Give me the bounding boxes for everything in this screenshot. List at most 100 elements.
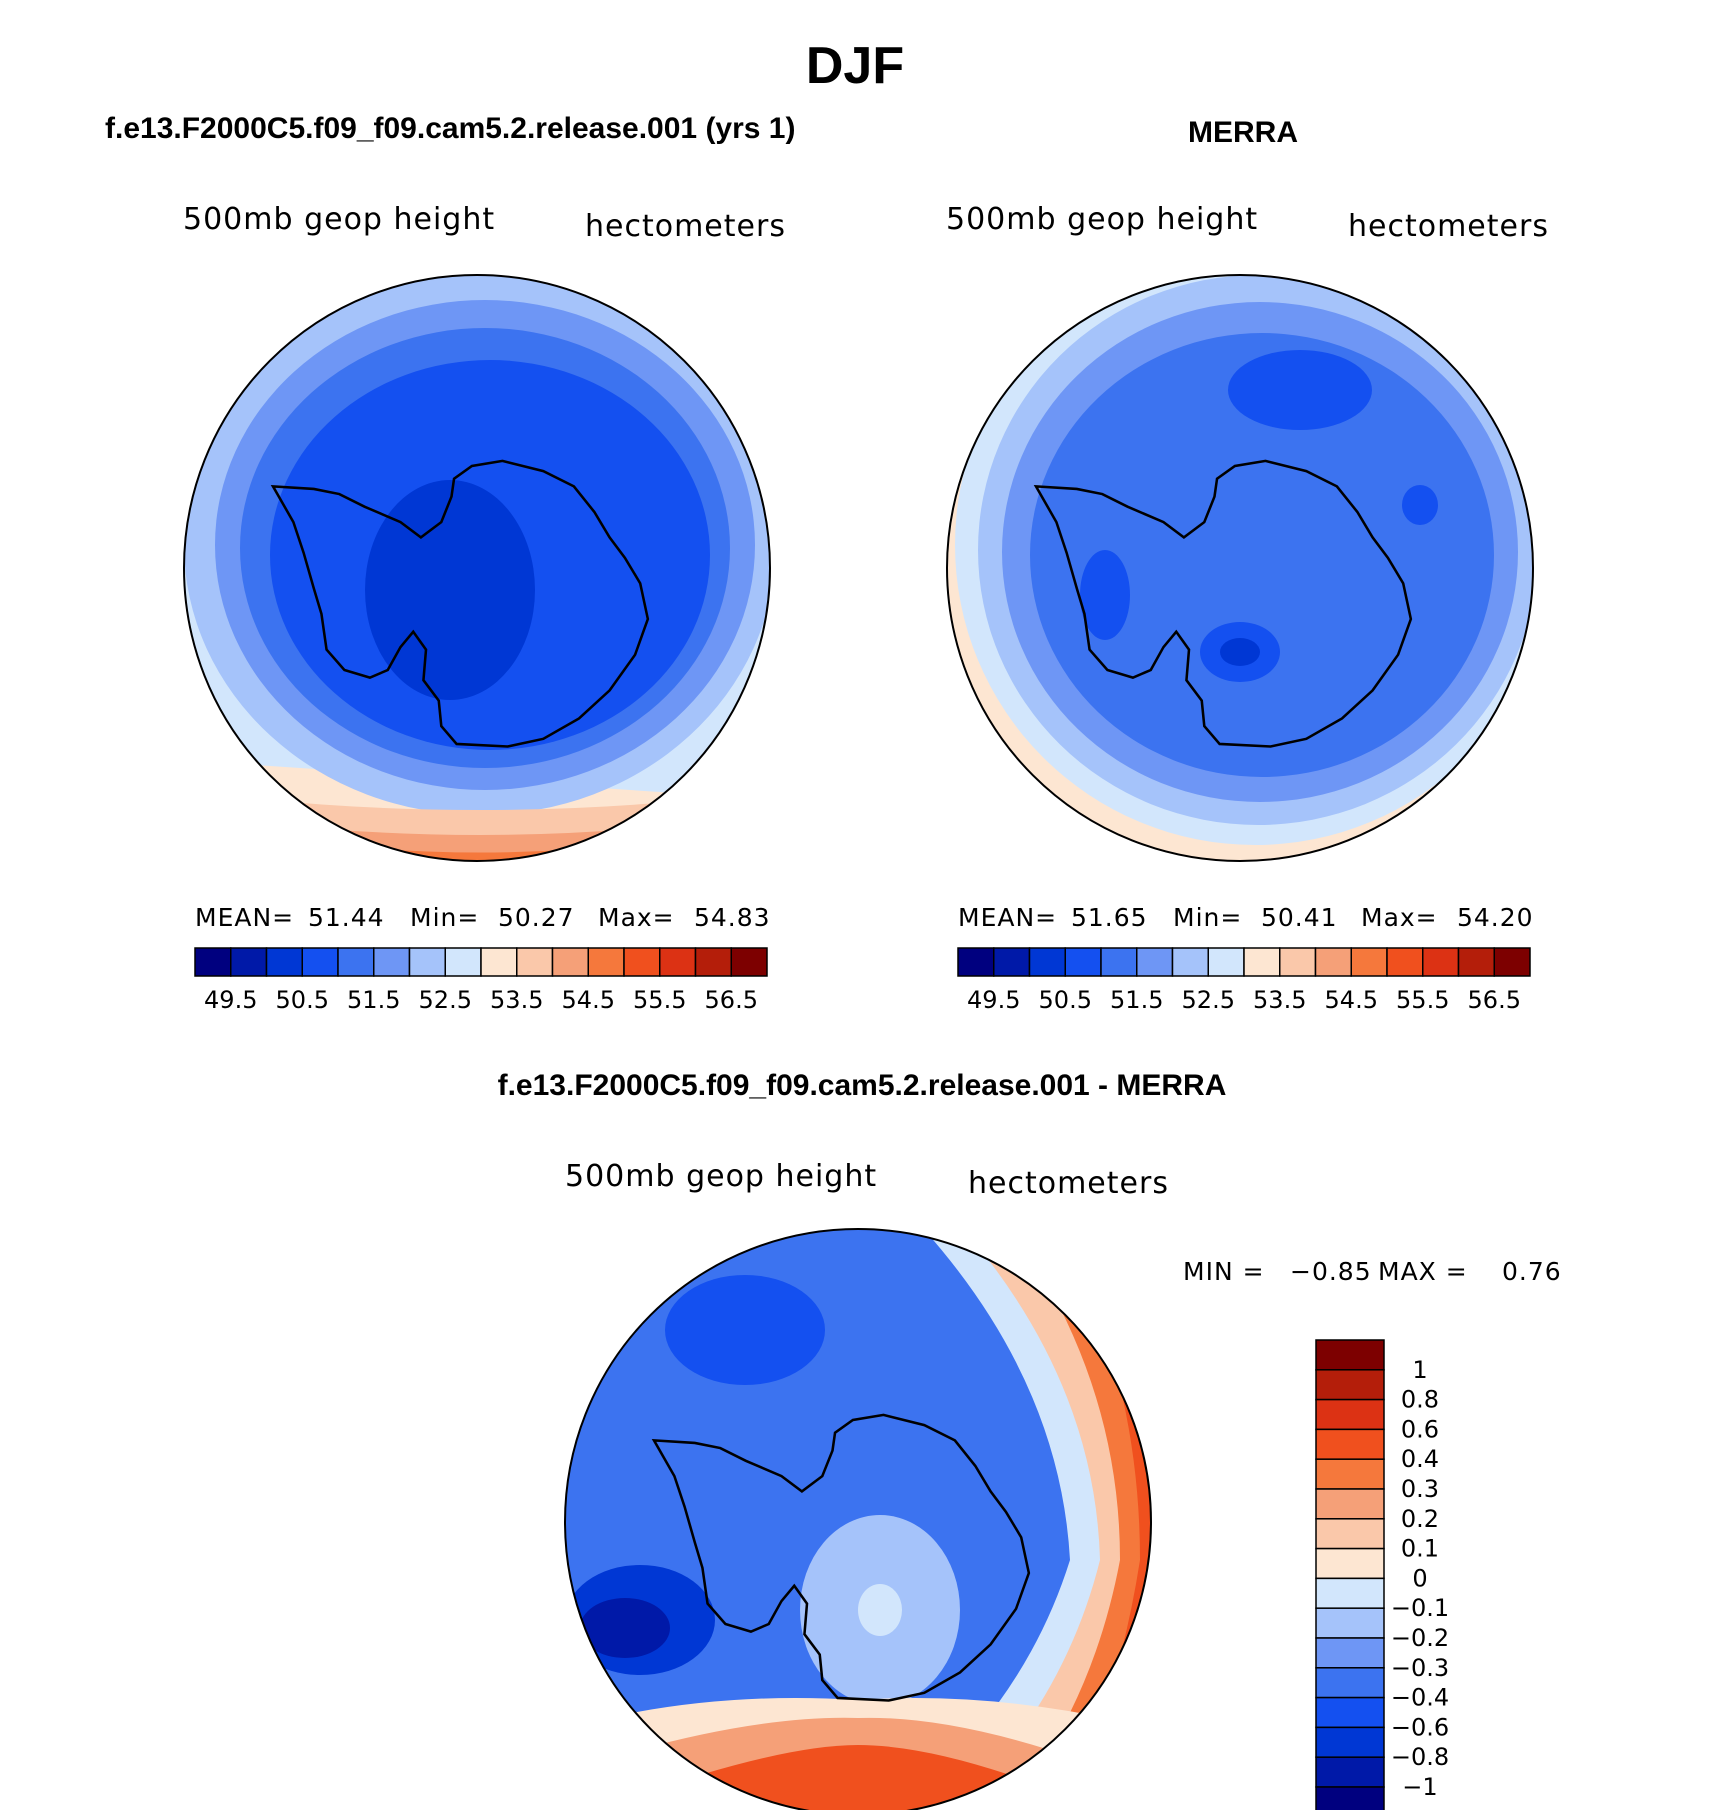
obs-min-label: Min= — [1173, 903, 1242, 932]
obs-colorbar-tick-label: 52.5 — [1182, 986, 1235, 1014]
diff-units-label: hectometers — [968, 1166, 1169, 1201]
obs-colorbar-box — [1064, 947, 1102, 977]
diff-colorbar-box — [1315, 1518, 1385, 1550]
obs-colorbar-box — [1207, 947, 1245, 977]
diff-colorbar-box — [1315, 1398, 1385, 1431]
diff-colorbar-box — [1315, 1756, 1385, 1788]
diff-colorbar-tick-label: −0.6 — [1391, 1713, 1449, 1741]
model-colorbar-tick-label: 50.5 — [276, 986, 329, 1014]
obs-east-cell — [1402, 485, 1438, 525]
obs-colorbar-box — [1028, 947, 1066, 977]
model-colorbar-box — [301, 947, 339, 977]
model-colorbar: 49.5 50.5 51.5 52.5 53.5 54.5 55.5 56.5 — [194, 947, 768, 1014]
obs-colorbar-box — [1314, 947, 1352, 977]
model-colorbar-tick-label: 53.5 — [490, 986, 543, 1014]
obs-min-value: 50.41 — [1261, 903, 1338, 932]
obs-high-cell — [1228, 350, 1372, 430]
diff-colorbar-box — [1315, 1637, 1385, 1669]
model-colorbar-tick-label: 55.5 — [633, 986, 686, 1014]
diff-colorbar-box — [1315, 1369, 1385, 1401]
obs-colorbar-box — [1279, 947, 1317, 977]
model-colorbar-box — [480, 947, 518, 977]
model-max-value: 54.83 — [694, 903, 771, 932]
diff-colorbar-box — [1315, 1696, 1385, 1729]
obs-colorbar-box — [993, 947, 1031, 977]
diff-colorbar-tick-label: −0.1 — [1391, 1594, 1449, 1622]
model-map-frame — [183, 274, 771, 862]
obs-colorbar: 49.5 50.5 51.5 52.5 53.5 54.5 55.5 56.5 — [957, 947, 1531, 1014]
diff-polar-map — [565, 1229, 1151, 1810]
obs-stats: MEAN= 51.65 Min= 50.41 Max= 54.20 — [958, 903, 1534, 932]
obs-band-4 — [1030, 333, 1494, 777]
obs-colorbar-box — [1422, 947, 1460, 977]
model-colorbar-box — [337, 947, 375, 977]
model-polar-map — [184, 275, 770, 861]
model-colorbar-tick-label: 56.5 — [705, 986, 758, 1014]
model-colorbar-box — [659, 947, 697, 977]
model-case-title: f.e13.F2000C5.f09_f09.cam5.2.release.001… — [105, 112, 795, 145]
obs-colorbar-box — [957, 947, 995, 977]
diff-colorbar-tick-label: −0.4 — [1391, 1684, 1449, 1712]
obs-colorbar-box — [1457, 947, 1495, 977]
model-colorbar-box — [694, 947, 732, 977]
diff-min-label: MIN = — [1183, 1257, 1265, 1286]
obs-colorbar-tick-label: 49.5 — [967, 986, 1020, 1014]
model-colorbar-box — [587, 947, 625, 977]
obs-colorbar-tick-label: 55.5 — [1396, 986, 1449, 1014]
obs-polar-map — [947, 275, 1533, 861]
diff-colorbar-tick-label: 0.2 — [1401, 1505, 1439, 1533]
diff-colorbar-tick-label: 0.4 — [1401, 1445, 1439, 1473]
obs-colorbar-box — [1171, 947, 1209, 977]
diff-colorbar-box — [1315, 1458, 1385, 1490]
model-mean-value: 51.44 — [308, 903, 385, 932]
diff-colorbar-box — [1315, 1786, 1385, 1810]
obs-map-frame — [946, 274, 1534, 862]
obs-mean-label: MEAN= — [958, 903, 1057, 932]
diff-colorbar-tick-label: −1 — [1402, 1773, 1437, 1801]
obs-colorbar-box — [1100, 947, 1138, 977]
model-colorbar-box — [444, 947, 482, 977]
model-max-label: Max= — [598, 903, 675, 932]
model-colorbar-box — [623, 947, 661, 977]
diff-panel: f.e13.F2000C5.f09_f09.cam5.2.release.001… — [498, 1069, 1562, 1810]
model-units-label: hectometers — [585, 209, 786, 244]
obs-colorbar-tick-label: 51.5 — [1110, 986, 1163, 1014]
diff-stats: MIN = −0.85 MAX = 0.76 — [1183, 1257, 1562, 1286]
diff-colorbar-box — [1315, 1547, 1385, 1580]
diff-colorbar-box — [1315, 1726, 1385, 1758]
diff-colorbar-box — [1315, 1667, 1385, 1699]
obs-low-inner — [1220, 638, 1260, 666]
diff-map-frame — [564, 1228, 1152, 1810]
diff-colorbar-tick-label: 0 — [1412, 1564, 1427, 1592]
diff-colorbar-box — [1315, 1339, 1385, 1371]
model-colorbar-box — [516, 947, 554, 977]
obs-max-value: 54.20 — [1457, 903, 1534, 932]
diff-colorbar-box — [1315, 1488, 1385, 1520]
obs-colorbar-tick-label: 54.5 — [1325, 986, 1378, 1014]
obs-colorbar-box — [1136, 947, 1174, 977]
model-panel: f.e13.F2000C5.f09_f09.cam5.2.release.001… — [105, 112, 795, 1014]
model-colorbar-box — [265, 947, 303, 977]
diff-colorbar-box — [1315, 1577, 1385, 1609]
obs-colorbar-tick-label: 53.5 — [1253, 986, 1306, 1014]
diff-colorbar-box — [1315, 1607, 1385, 1639]
diff-max-value: 0.76 — [1502, 1257, 1562, 1286]
diff-colorbar-tick-label: 0.8 — [1401, 1386, 1439, 1414]
obs-low-west — [1080, 550, 1130, 640]
diff-colorbar-tick-label: 0.6 — [1401, 1415, 1439, 1443]
diff-colorbar-tick-label: −0.8 — [1391, 1743, 1449, 1771]
model-colorbar-box — [194, 947, 232, 977]
obs-colorbar-box — [1350, 947, 1388, 977]
diff-max-label: MAX = — [1378, 1257, 1468, 1286]
obs-mean-value: 51.65 — [1071, 903, 1148, 932]
diff-case-title: f.e13.F2000C5.f09_f09.cam5.2.release.001… — [498, 1069, 1227, 1102]
diff-colorbar-tick-label: 0.1 — [1401, 1535, 1439, 1563]
obs-panel: MERRA 500mb geop height hectometers MEAN… — [946, 116, 1548, 1014]
diff-cold-west-core — [580, 1598, 670, 1658]
model-colorbar-box — [408, 947, 446, 977]
model-south-warm-3 — [260, 835, 700, 861]
diff-weak-core — [858, 1584, 902, 1636]
obs-field-label: 500mb geop height — [946, 202, 1258, 237]
diff-colorbar-tick-label: −0.3 — [1391, 1654, 1449, 1682]
